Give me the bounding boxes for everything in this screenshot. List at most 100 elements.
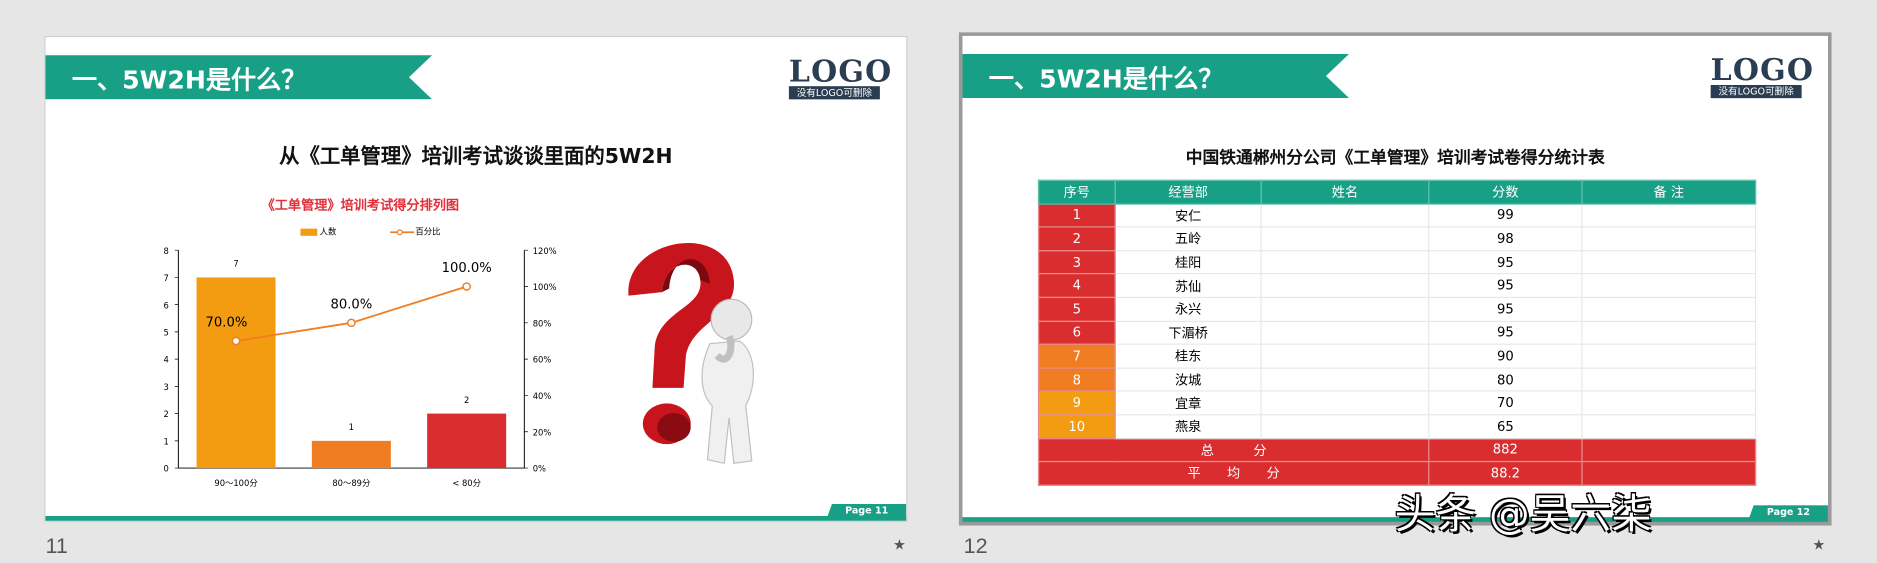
slide-title: 中国铁通郴州分公司《工单管理》培训考试卷得分统计表	[1185, 148, 1605, 168]
slide-number: 11	[45, 533, 68, 558]
total-row-value: 882	[1428, 437, 1583, 463]
name-cell	[1260, 273, 1430, 299]
note-cell	[1581, 226, 1757, 252]
animation-star-icon[interactable]: ★	[893, 536, 906, 554]
name-cell	[1260, 203, 1430, 228]
note-cell	[1581, 273, 1757, 299]
y-tick-label: 2	[163, 409, 168, 419]
score-cell: 95	[1428, 320, 1583, 345]
score-cell: 99	[1428, 203, 1583, 228]
table-row: 5 永兴 95	[1037, 296, 1757, 322]
header-no: 序号	[1037, 179, 1116, 205]
watermark: 头条 @吴六柒	[1394, 490, 1652, 539]
logo-text: LOGO	[1710, 52, 1815, 88]
table-row: 3 桂阳 95	[1037, 249, 1757, 275]
logo-caption: 没有LOGO可删除	[788, 86, 880, 100]
page-number-tab: Page 12	[1748, 505, 1828, 519]
bar-data-label: 1	[349, 422, 354, 432]
bar-data-label: 2	[464, 395, 469, 405]
table-row: 2 五岭 98	[1037, 226, 1757, 252]
no-cell: 2	[1037, 226, 1116, 252]
y2-tick-label: 20%	[533, 427, 552, 437]
no-cell: 1	[1037, 203, 1116, 228]
logo: LOGO 没有LOGO可删除	[1710, 52, 1815, 99]
dept-cell: 桂阳	[1114, 249, 1262, 275]
note-cell	[1581, 320, 1757, 345]
bar-data-label: 7	[233, 259, 238, 269]
score-cell: 95	[1428, 296, 1583, 322]
y2-tick-label: 120%	[533, 246, 557, 256]
score-cell: 70	[1428, 390, 1583, 416]
bar	[196, 277, 276, 469]
animation-star-icon[interactable]: ★	[1812, 536, 1826, 554]
x-tick-label: 80～89分	[332, 478, 371, 488]
note-cell	[1581, 203, 1757, 228]
y-tick-label: 3	[163, 382, 168, 392]
no-cell: 7	[1037, 343, 1116, 369]
score-table: 序号 经营部 姓名 分数 备 注 1 安仁 99 2 五岭 98 3 桂阳 95 4 苏仙 95 5 永兴…	[1037, 179, 1757, 486]
logo-text: LOGO	[788, 53, 893, 89]
no-cell: 3	[1037, 249, 1116, 275]
header-score: 分数	[1428, 179, 1583, 205]
dept-cell: 安仁	[1114, 203, 1262, 228]
page-number-tab: Page 11	[827, 503, 907, 518]
logo-caption: 没有LOGO可删除	[1710, 84, 1802, 99]
footer-line	[45, 515, 907, 521]
dept-cell: 苏仙	[1114, 273, 1262, 299]
average-row-value: 88.2	[1428, 461, 1583, 486]
note-cell	[1581, 249, 1757, 275]
dept-cell: 汝城	[1114, 367, 1262, 392]
name-cell	[1260, 343, 1430, 369]
question-mark-figure-image	[628, 243, 754, 465]
table-row: 10 燕泉 65	[1037, 414, 1757, 439]
table-row: 6 下湄桥 95	[1037, 320, 1757, 345]
score-cell: 98	[1428, 226, 1583, 252]
y-tick-label: 1	[163, 436, 168, 446]
score-cell: 80	[1428, 367, 1583, 392]
heading-banner: 一、5W2H是什么？	[45, 55, 433, 100]
table-row: 9 宜章 70	[1037, 390, 1757, 416]
slide-heading: 一、5W2H是什么？	[988, 64, 1224, 94]
legend-bar-swatch	[300, 228, 318, 236]
no-cell: 8	[1037, 367, 1116, 392]
heading-banner: 一、5W2H是什么？	[962, 53, 1350, 99]
no-cell: 6	[1037, 320, 1116, 345]
total-row-note	[1581, 437, 1757, 463]
name-cell	[1260, 320, 1430, 345]
average-row-label: 平 均 分	[1037, 461, 1430, 486]
percent-point	[347, 318, 356, 328]
percent-data-label: 100.0%	[442, 261, 492, 276]
pareto-chart: 0123456780%20%40%60%80%100%120%790～100分1…	[163, 227, 557, 488]
name-cell	[1260, 226, 1430, 252]
slide-number: 12	[963, 533, 988, 558]
bar	[427, 413, 507, 469]
note-cell	[1581, 296, 1757, 322]
slide-12-thumbnail[interactable]: 一、5W2H是什么？ LOGO 没有LOGO可删除 中国铁通郴州分公司《工单管理》…	[958, 32, 1832, 526]
name-cell	[1260, 367, 1430, 392]
footer-line	[962, 517, 1828, 522]
note-cell	[1581, 390, 1757, 416]
note-cell	[1581, 414, 1757, 439]
y2-tick-label: 80%	[533, 318, 552, 328]
average-row: 平 均 分 88.2	[1037, 461, 1757, 486]
dept-cell: 燕泉	[1114, 414, 1262, 439]
x-tick-label: 90～100分	[214, 478, 258, 488]
name-cell	[1260, 390, 1430, 416]
table-row: 4 苏仙 95	[1037, 273, 1757, 299]
y-tick-label: 8	[163, 246, 168, 256]
slide-11-thumbnail[interactable]: 一、5W2H是什么？ LOGO 没有LOGO可删除 从《工单管理》培训考试谈谈里面…	[44, 35, 908, 522]
legend-line-label: 百分比	[415, 227, 440, 237]
name-cell	[1260, 296, 1430, 322]
y-tick-label: 7	[163, 273, 168, 283]
no-cell: 9	[1037, 390, 1116, 416]
header-dept: 经营部	[1114, 179, 1262, 205]
dept-cell: 永兴	[1114, 296, 1262, 322]
legend-bar-label: 人数	[320, 227, 337, 237]
table-row: 8 汝城 80	[1037, 367, 1757, 392]
table-row: 7 桂东 90	[1037, 343, 1757, 369]
x-tick-label: < 80分	[452, 478, 481, 488]
y2-tick-label: 60%	[533, 355, 552, 365]
table-header-row: 序号 经营部 姓名 分数 备 注	[1037, 179, 1757, 205]
percent-point	[462, 282, 471, 291]
